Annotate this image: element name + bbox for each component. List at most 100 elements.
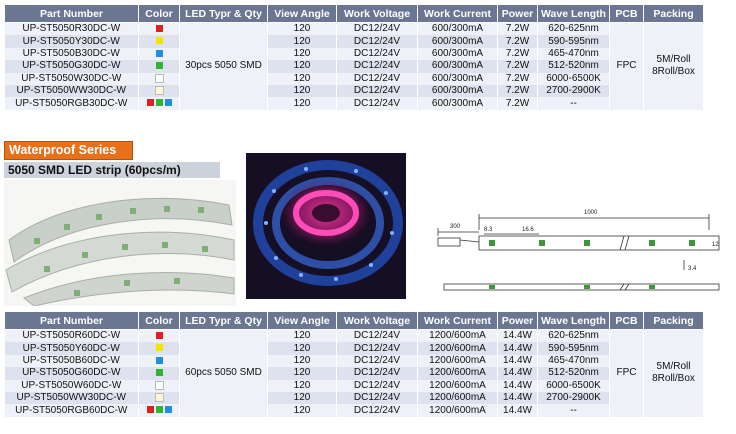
led-strip-glow-photo	[246, 153, 406, 299]
color-swatch-icon	[155, 369, 163, 377]
color-swatch-cell	[138, 379, 180, 392]
view-angle-cell: 120	[267, 391, 337, 405]
packing-line-2: 8Roll/Box	[652, 373, 695, 385]
work-current-cell: 1200/600mA	[417, 404, 498, 417]
spec-table-30: Part Number Color LED Typr & Qty View Angle…	[4, 4, 704, 110]
color-swatch-icon	[155, 344, 163, 352]
view-angle-cell: 120	[267, 47, 337, 61]
color-swatch-icon	[164, 406, 172, 414]
power-cell: 14.4W	[497, 391, 538, 405]
led-qty-cell: 60pcs 5050 SMD	[179, 329, 268, 417]
dim-t-label: 3.4	[688, 266, 697, 272]
power-cell: 14.4W	[497, 342, 538, 355]
work-voltage-cell: DC12/24V	[336, 47, 418, 61]
wave-length-cell: 590-595nm	[537, 342, 610, 355]
work-voltage-cell: DC12/24V	[336, 60, 418, 73]
work-current-cell: 1200/600mA	[417, 367, 498, 380]
table-row: UP-ST5050G30DC-W 120 DC12/24V 600/300mA 7.2W…	[4, 60, 704, 73]
power-cell: 7.2W	[497, 97, 538, 110]
table-row: UP-ST5050WW30DC-W 120 DC12/24V 600/300mA 7.2…	[4, 84, 704, 98]
color-swatch-icon	[155, 25, 163, 33]
power-cell: 7.2W	[497, 60, 538, 73]
part-number-cell: UP-ST5050RGB30DC-W	[4, 97, 139, 110]
wave-length-cell: --	[537, 404, 610, 417]
color-swatch-icon	[155, 37, 163, 45]
work-voltage-cell: DC12/24V	[336, 72, 418, 85]
header-cell: PCB	[609, 4, 644, 23]
view-angle-cell: 120	[267, 35, 337, 48]
color-swatch-icon	[164, 99, 172, 107]
header-cell: Work Current	[417, 4, 498, 23]
wave-length-cell: 590-595nm	[537, 35, 610, 48]
wave-length-cell: --	[537, 97, 610, 110]
power-cell: 7.2W	[497, 22, 538, 36]
view-angle-cell: 120	[267, 22, 337, 36]
work-voltage-cell: DC12/24V	[336, 22, 418, 36]
power-cell: 7.2W	[497, 84, 538, 98]
work-voltage-cell: DC12/24V	[336, 379, 418, 392]
header-cell: Part Number	[4, 4, 139, 23]
work-current-cell: 1200/600mA	[417, 329, 498, 343]
part-number-cell: UP-ST5050R30DC-W	[4, 22, 139, 36]
part-number-cell: UP-ST5050B60DC-W	[4, 354, 139, 368]
work-current-cell: 600/300mA	[417, 60, 498, 73]
table-row: UP-ST5050R30DC-W 30pcs 5050 SMD 120 DC12/24…	[4, 22, 704, 110]
section-badge: Waterproof Series	[4, 141, 133, 160]
header-cell: View Angle	[267, 311, 337, 330]
packing-line-1: 5M/Roll	[656, 361, 691, 373]
part-number-cell: UP-ST5050B30DC-W	[4, 47, 139, 61]
header-cell: Color	[138, 4, 180, 23]
work-voltage-cell: DC12/24V	[336, 97, 418, 110]
led-qty-cell: 30pcs 5050 SMD	[179, 22, 268, 110]
table-row: UP-ST5050B30DC-W 120 DC12/24V 600/300mA 7.2W…	[4, 47, 704, 61]
color-swatch-cell	[138, 329, 180, 343]
work-current-cell: 1200/600mA	[417, 354, 498, 368]
view-angle-cell: 120	[267, 84, 337, 98]
dim-a-label: 8.3	[484, 227, 493, 233]
header-cell: Work Current	[417, 311, 498, 330]
table-row: UP-ST5050W60DC-W 120 DC12/24V 1200/600mA 14.…	[4, 379, 704, 392]
power-cell: 7.2W	[497, 35, 538, 48]
packing-line-2: 8Roll/Box	[652, 66, 695, 78]
color-swatch-cell	[138, 60, 180, 73]
wave-length-cell: 620-625nm	[537, 22, 610, 36]
view-angle-cell: 120	[267, 60, 337, 73]
wave-length-cell: 620-625nm	[537, 329, 610, 343]
work-current-cell: 600/300mA	[417, 84, 498, 98]
color-swatch-cell	[138, 72, 180, 85]
power-cell: 14.4W	[497, 354, 538, 368]
table-row: UP-ST5050G60DC-W 120 DC12/24V 1200/600mA 14.…	[4, 367, 704, 380]
dim-total-label: 1000	[584, 210, 598, 216]
power-cell: 14.4W	[497, 404, 538, 417]
part-number-cell: UP-ST5050G60DC-W	[4, 367, 139, 380]
wave-length-cell: 6000-6500K	[537, 72, 610, 85]
header-cell: Packing	[643, 311, 704, 330]
header-cell: Part Number	[4, 311, 139, 330]
color-swatch-icon	[154, 393, 164, 402]
color-swatch-cell	[138, 22, 180, 36]
color-swatch-icon	[146, 406, 154, 414]
work-voltage-cell: DC12/24V	[336, 404, 418, 417]
part-number-cell: UP-ST5050W30DC-W	[4, 72, 139, 85]
header-cell: Power	[497, 311, 538, 330]
spec-table-60: Part Number Color LED Typr & Qty View Angle…	[4, 311, 704, 417]
work-current-cell: 600/300mA	[417, 97, 498, 110]
work-voltage-cell: DC12/24V	[336, 329, 418, 343]
dim-b-label: 16.6	[522, 227, 534, 233]
part-number-cell: UP-ST5050Y60DC-W	[4, 342, 139, 355]
packing-cell: 5M/Roll 8Roll/Box	[643, 22, 704, 110]
header-cell: Wave Length	[537, 311, 610, 330]
color-swatch-cell	[138, 404, 180, 417]
part-number-cell: UP-ST5050WW30DC-W	[4, 84, 139, 98]
color-swatch-icon	[155, 356, 163, 364]
header-cell: View Angle	[267, 4, 337, 23]
color-swatch-icon	[155, 332, 163, 340]
color-swatch-icon	[155, 99, 163, 107]
work-current-cell: 600/300mA	[417, 72, 498, 85]
view-angle-cell: 120	[267, 379, 337, 392]
work-current-cell: 600/300mA	[417, 22, 498, 36]
view-angle-cell: 120	[267, 354, 337, 368]
work-voltage-cell: DC12/24V	[336, 342, 418, 355]
work-voltage-cell: DC12/24V	[336, 354, 418, 368]
color-swatch-icon	[154, 380, 164, 390]
